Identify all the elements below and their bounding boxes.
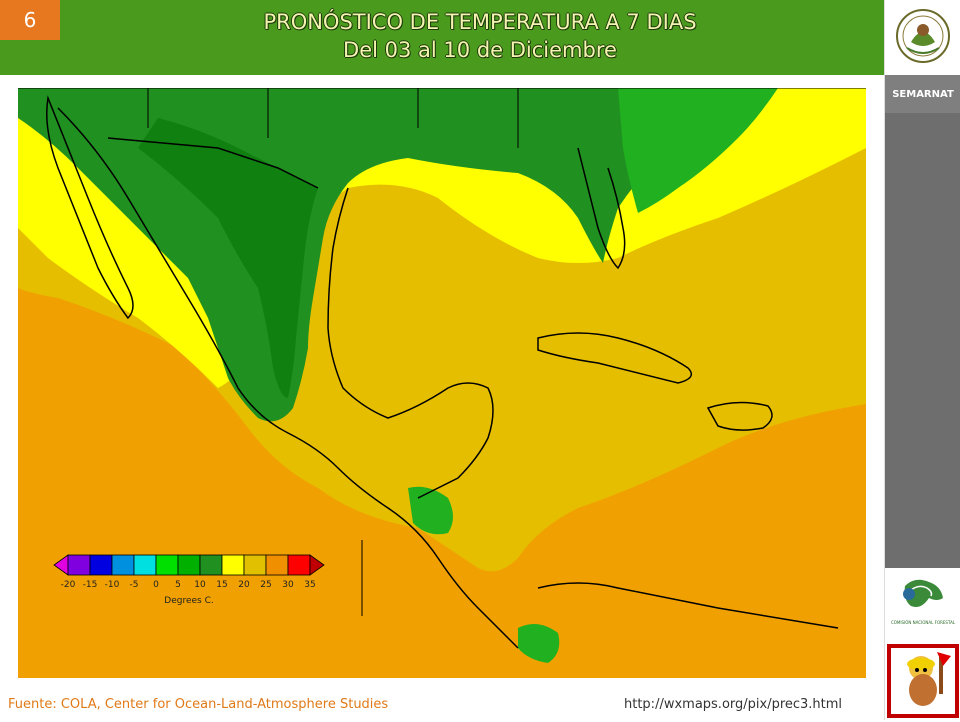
mexico-seal-icon xyxy=(896,9,950,63)
cuba-outline xyxy=(537,332,693,384)
header-bar: 6 PRONÓSTICO DE TEMPERATURA A 7 DIAS Del… xyxy=(0,0,884,75)
legend-tick-label: -5 xyxy=(130,580,139,590)
legend-tick-label: 35 xyxy=(304,580,315,590)
legend-arrow-right xyxy=(309,554,325,576)
green-east-zone xyxy=(618,88,778,213)
map-canvas: -20 -15 -10 -5 0 5 10 15 20 25 30 35 Degrees C. xyxy=(18,88,866,678)
legend-tick-label: -15 xyxy=(83,580,98,590)
legend-tick-label: 0 xyxy=(153,580,159,590)
cold-deep-green-zone xyxy=(138,118,318,398)
green-south-america xyxy=(518,624,560,663)
legend-swatch xyxy=(177,554,201,576)
legend-tick-label: 5 xyxy=(175,580,181,590)
pacific-coastline xyxy=(57,107,519,649)
legend-swatch xyxy=(89,554,113,576)
right-sidebar: SEMARNAT COMISIÓN NACIONAL FORESTAL xyxy=(884,0,960,720)
slide-number-badge: 6 xyxy=(0,0,60,40)
legend-swatch xyxy=(155,554,179,576)
legend-tick-label: -10 xyxy=(105,580,120,590)
legend-unit-label: Degrees C. xyxy=(164,596,213,606)
legend-tick-label: -20 xyxy=(61,580,76,590)
legend-swatch xyxy=(287,554,311,576)
mascot-image xyxy=(887,644,959,718)
legend-tick-label: 20 xyxy=(238,580,250,590)
florida-coastline xyxy=(577,147,626,270)
south-america-coastline xyxy=(537,582,839,629)
legend-swatch xyxy=(265,554,289,576)
legend-swatch xyxy=(111,554,135,576)
semarnat-label: SEMARNAT xyxy=(885,75,960,113)
forest-mascot-icon xyxy=(891,648,955,714)
slide-subtitle: Del 03 al 10 de Diciembre xyxy=(343,38,617,62)
legend-swatch xyxy=(199,554,223,576)
us-mexico-border xyxy=(107,137,319,189)
baja-california-outline xyxy=(46,95,134,320)
legend-swatch xyxy=(221,554,245,576)
green-central-america xyxy=(408,486,453,535)
legend-tick-label: 25 xyxy=(260,580,271,590)
state-lines xyxy=(147,88,519,148)
hispaniola-outline xyxy=(706,401,773,431)
sidebar-gray-band xyxy=(885,113,960,568)
conafor-caption: COMISIÓN NACIONAL FORESTAL xyxy=(890,620,956,625)
conafor-logo: COMISIÓN NACIONAL FORESTAL xyxy=(885,572,960,638)
source-url-link[interactable]: http://wxmaps.org/pix/prec3.html xyxy=(624,697,843,712)
legend-swatch xyxy=(243,554,267,576)
legend-tick-label: 30 xyxy=(282,580,294,590)
source-footer: Fuente: COLA, Center for Ocean-Land-Atmo… xyxy=(8,697,389,712)
slide-title: PRONÓSTICO DE TEMPERATURA A 7 DIAS xyxy=(263,10,697,34)
conafor-icon xyxy=(903,579,943,607)
legend-swatch xyxy=(133,554,157,576)
legend-swatch xyxy=(67,554,91,576)
temperature-map: -20 -15 -10 -5 0 5 10 15 20 25 30 35 Degrees C. xyxy=(18,88,866,678)
gulf-coastline xyxy=(327,187,494,499)
title-block: PRONÓSTICO DE TEMPERATURA A 7 DIAS Del 0… xyxy=(130,8,830,64)
legend-tick-label: 15 xyxy=(216,580,227,590)
legend-tick-label: 10 xyxy=(194,580,206,590)
temperature-legend: -20 -15 -10 -5 0 5 10 15 20 25 30 35 Degrees C. xyxy=(48,540,366,616)
